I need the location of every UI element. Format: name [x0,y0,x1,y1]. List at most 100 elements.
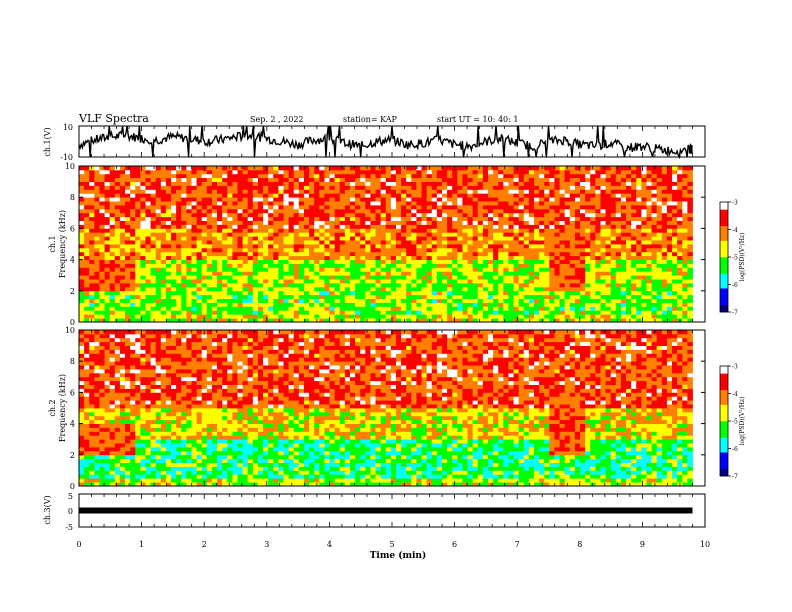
spectrogram-cell [436,290,443,296]
spectrogram-cell [211,298,218,303]
spectrogram-cell [447,275,453,280]
spectrogram-cell [89,216,95,221]
spectrogram-cell [191,482,197,487]
spectrogram-cell [682,286,688,292]
spectrogram-cell [268,232,274,237]
spectrogram-cell [385,216,392,221]
spectrogram-cell [191,181,197,186]
spectrogram-cell [406,271,412,276]
spectrogram-cell [651,310,658,315]
spectrogram-cell [564,279,571,284]
spectrogram-cell [682,279,688,284]
spectrogram-cell [135,302,141,307]
spectrogram-cell [395,205,402,210]
spectrogram-cell [201,236,208,241]
spectrogram-cell [309,181,315,186]
spectrogram-cell [222,224,228,229]
spectrogram-cell [406,205,412,210]
spectrogram-cell [293,482,300,487]
spectrogram-cell [375,201,382,206]
spectrogram-cell [636,228,642,233]
spectrogram-cell [319,220,325,225]
spectrogram-cell [477,216,484,221]
spectrogram-cell [211,181,218,186]
spectrogram-cell [441,220,448,225]
spectrogram-cell [206,294,213,299]
spectrogram-cell [329,220,336,225]
spectrogram-cell [401,306,407,311]
spectrogram-cell [370,259,376,264]
spectrogram-cell [636,259,642,264]
spectrogram-cell [641,205,647,210]
spectrogram-cell [610,290,617,296]
spectrogram-cell [600,201,606,206]
spectrogram-cell [585,166,591,171]
spectrogram-cell [395,255,402,260]
spectrogram-cell [339,220,346,225]
spectrogram-cell [682,201,688,206]
spectrogram-cell [303,232,310,237]
spectrogram-cell [206,208,213,214]
spectrogram-cell [278,208,284,214]
spectrogram-cell [544,294,550,299]
spectrogram-cell [324,286,330,292]
spectrogram-cell [334,208,341,214]
spectrogram-cell [375,193,382,198]
spectrogram-cell [99,236,105,241]
spectrogram-cell [498,169,504,175]
spectrogram-cell [84,318,90,323]
spectrogram-cell [416,193,422,198]
spectrogram-cell [211,310,218,315]
spectrogram-cell [84,224,90,229]
spectrogram-cell [467,244,474,249]
spectrogram-cell [334,166,341,171]
spectrogram-cell [620,318,627,323]
spectrogram-cell [114,240,121,245]
spectrogram-cell [518,298,525,303]
spectrogram-cell [523,267,530,272]
spectrogram-cell [217,205,223,210]
spectrogram-cell [636,169,642,175]
spectrogram-cell [666,286,673,292]
spectrogram-cell [487,220,494,225]
spectrogram-cell [620,314,627,319]
spectrogram-cell [165,259,172,264]
spectrogram-cell [155,286,162,292]
spectrogram-cell [600,208,606,214]
spectrogram-cell [554,220,560,225]
spectrogram-cell [355,302,361,307]
spectrogram-cell [421,240,428,245]
spectrogram-cell [605,283,612,288]
spectrogram-cell [130,244,136,249]
spectrogram-cell [334,205,341,210]
spectrogram-cell [94,236,100,241]
spectrogram-cell [319,251,325,257]
spectrogram-cell [283,251,289,257]
spectrogram-cell [610,205,617,210]
spectrogram-cell [344,294,351,299]
spectrogram-cell [441,298,448,303]
spectrogram-cell [498,201,504,206]
spectrogram-cell [416,212,422,218]
spectrogram-cell [482,193,489,198]
spectrogram-cell [309,185,315,190]
spectrogram-cell [222,193,228,198]
spectrogram-cell [104,205,111,210]
spectrogram-cell [472,236,479,241]
spectrogram-cell [201,290,208,296]
spectrogram-cell [227,216,233,221]
spectrogram-cell [631,290,637,296]
spectrogram-cell [257,185,264,190]
spectrogram-cell [569,236,576,241]
spectrogram-cell [191,189,197,194]
spectrogram-cell [539,306,545,311]
spectrogram-cell [677,259,683,264]
spectrogram-cell [242,314,249,319]
spectrogram-cell [528,302,535,307]
spectrogram-cell [569,212,576,218]
spectrogram-cell [119,244,126,249]
spectrogram-cell [610,283,617,288]
spectrogram-cell [165,318,172,323]
spectrogram-cell [595,251,601,257]
spectrogram-cell [319,181,325,186]
